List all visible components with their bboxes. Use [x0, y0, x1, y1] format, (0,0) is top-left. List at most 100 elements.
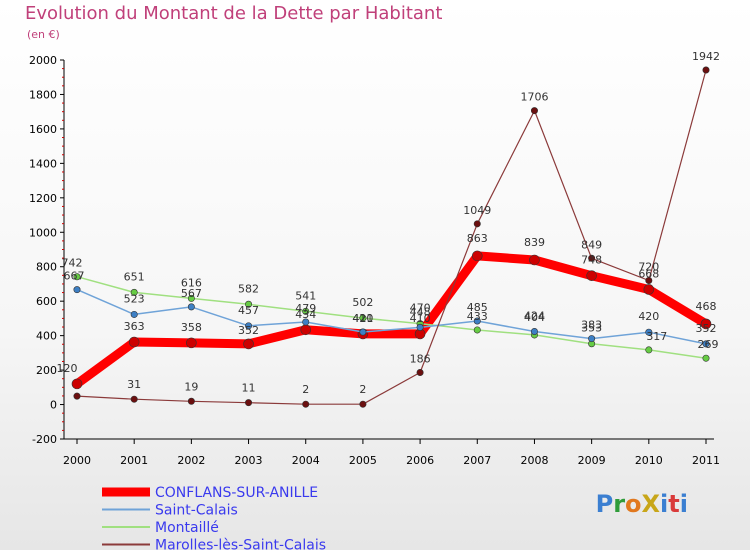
series-2-point	[473, 326, 481, 334]
series-2-point	[187, 294, 195, 302]
series-0-point	[471, 250, 483, 262]
data-labels: 120 363 358 352 434 410 410 863 839 748 668 468 667 5…	[57, 50, 721, 396]
data-label: 363	[124, 320, 145, 333]
data-label: 11	[242, 382, 256, 395]
series-0-point	[700, 318, 712, 330]
series-0-point	[643, 284, 655, 295]
data-label: 748	[581, 254, 602, 267]
logo-letter: X	[641, 490, 661, 518]
data-label: 120	[57, 362, 78, 375]
x-tick-label: 2005	[349, 454, 377, 467]
y-tick-label: 400	[36, 330, 57, 343]
series-2-point	[302, 307, 310, 315]
series-3-point	[645, 277, 653, 285]
data-label: 31	[127, 378, 141, 391]
series-3-point	[702, 66, 710, 74]
series-1-point	[530, 328, 538, 336]
y-tick-label: 1800	[29, 88, 57, 101]
data-label: 424	[524, 310, 545, 323]
data-label: 667	[64, 270, 85, 283]
series-0-point	[71, 378, 83, 390]
series-2-point	[130, 288, 138, 296]
y-tick-label: 600	[36, 295, 57, 308]
series-2-point	[73, 273, 81, 281]
x-tick-label: 2009	[578, 454, 606, 467]
legend-label-2: Montaillé	[155, 520, 219, 536]
data-label: 352	[696, 322, 717, 335]
series-1-point	[702, 340, 710, 348]
data-label: 457	[238, 304, 259, 317]
y-tick-label: 1600	[29, 123, 57, 136]
logo-letter: P	[595, 490, 614, 518]
y-tick-label: 1400	[29, 157, 57, 170]
series-1-point	[359, 328, 367, 336]
data-label: 358	[181, 321, 202, 334]
series-1-point	[473, 317, 481, 325]
data-label: 19	[184, 380, 198, 393]
data-label: 352	[238, 324, 259, 337]
chart-axes: -200 0 200 400 600 800 1000 1200 1400 1600 1800 200…	[29, 54, 720, 467]
series-1-point	[187, 303, 195, 311]
x-tick-label: 2006	[406, 454, 434, 467]
series-0-point	[529, 254, 540, 266]
x-tick-label: 2002	[177, 454, 205, 467]
data-label: 720	[638, 261, 659, 274]
series-2-point	[645, 346, 653, 354]
data-label: 541	[295, 289, 316, 302]
data-label: 2	[302, 383, 309, 396]
data-label: 353	[581, 322, 602, 335]
series-2-point	[245, 300, 253, 308]
chart-title: Evolution du Montant de la Dette par Hab…	[25, 3, 443, 24]
data-label: 567	[181, 287, 202, 300]
series-0-point	[186, 337, 197, 349]
logo-letter: o	[625, 490, 642, 518]
logo-letter: r	[613, 490, 626, 518]
series-0-point	[243, 338, 254, 350]
logo-letter: t	[668, 490, 680, 518]
x-tick-label: 2003	[235, 454, 263, 467]
x-tick-label: 2008	[520, 454, 548, 467]
data-label: 421	[352, 312, 373, 325]
data-label: 410	[352, 312, 373, 325]
series-3-point	[473, 220, 481, 228]
series-1-point	[588, 335, 596, 343]
series-3-point	[530, 107, 538, 115]
data-label: 668	[638, 267, 659, 280]
series-3-point	[73, 392, 81, 400]
series-3-point	[588, 254, 596, 262]
logo-letter: i	[679, 490, 688, 518]
series-3-point	[245, 399, 253, 407]
data-label: 317	[646, 330, 667, 343]
data-label: 742	[62, 257, 83, 270]
series-1-point	[645, 328, 653, 336]
data-label: 468	[696, 300, 717, 313]
y-tick-label: 200	[36, 364, 57, 377]
series-line-2	[76, 275, 707, 359]
y-tick-label: -200	[32, 433, 57, 446]
series-1-point	[73, 286, 81, 294]
legend: CONFLANS-SUR-ANILLE Saint-CalaisMontaillé…	[102, 485, 326, 550]
series-line-3	[76, 69, 707, 405]
data-label: 448	[410, 305, 431, 318]
x-tick-label: 2010	[635, 454, 663, 467]
y-tick-label: 1200	[29, 192, 57, 205]
y-tick-label: 1000	[29, 226, 57, 239]
data-label: 863	[467, 232, 488, 245]
data-label: 269	[698, 338, 719, 351]
series-3-point	[416, 369, 424, 377]
y-tick-label: 2000	[29, 54, 57, 67]
series-layer	[71, 66, 712, 408]
data-label: 651	[124, 270, 145, 283]
series-0-point	[586, 270, 597, 281]
data-label: 410	[410, 312, 431, 325]
data-label: 2	[359, 383, 366, 396]
series-line-0	[72, 251, 711, 389]
chart-subtitle: (en €)	[27, 28, 60, 41]
series-2-point	[359, 314, 367, 322]
y-tick-label: 0	[50, 399, 57, 412]
series-0-point	[300, 324, 312, 336]
data-label: 616	[181, 276, 202, 289]
series-3-point	[130, 395, 138, 403]
